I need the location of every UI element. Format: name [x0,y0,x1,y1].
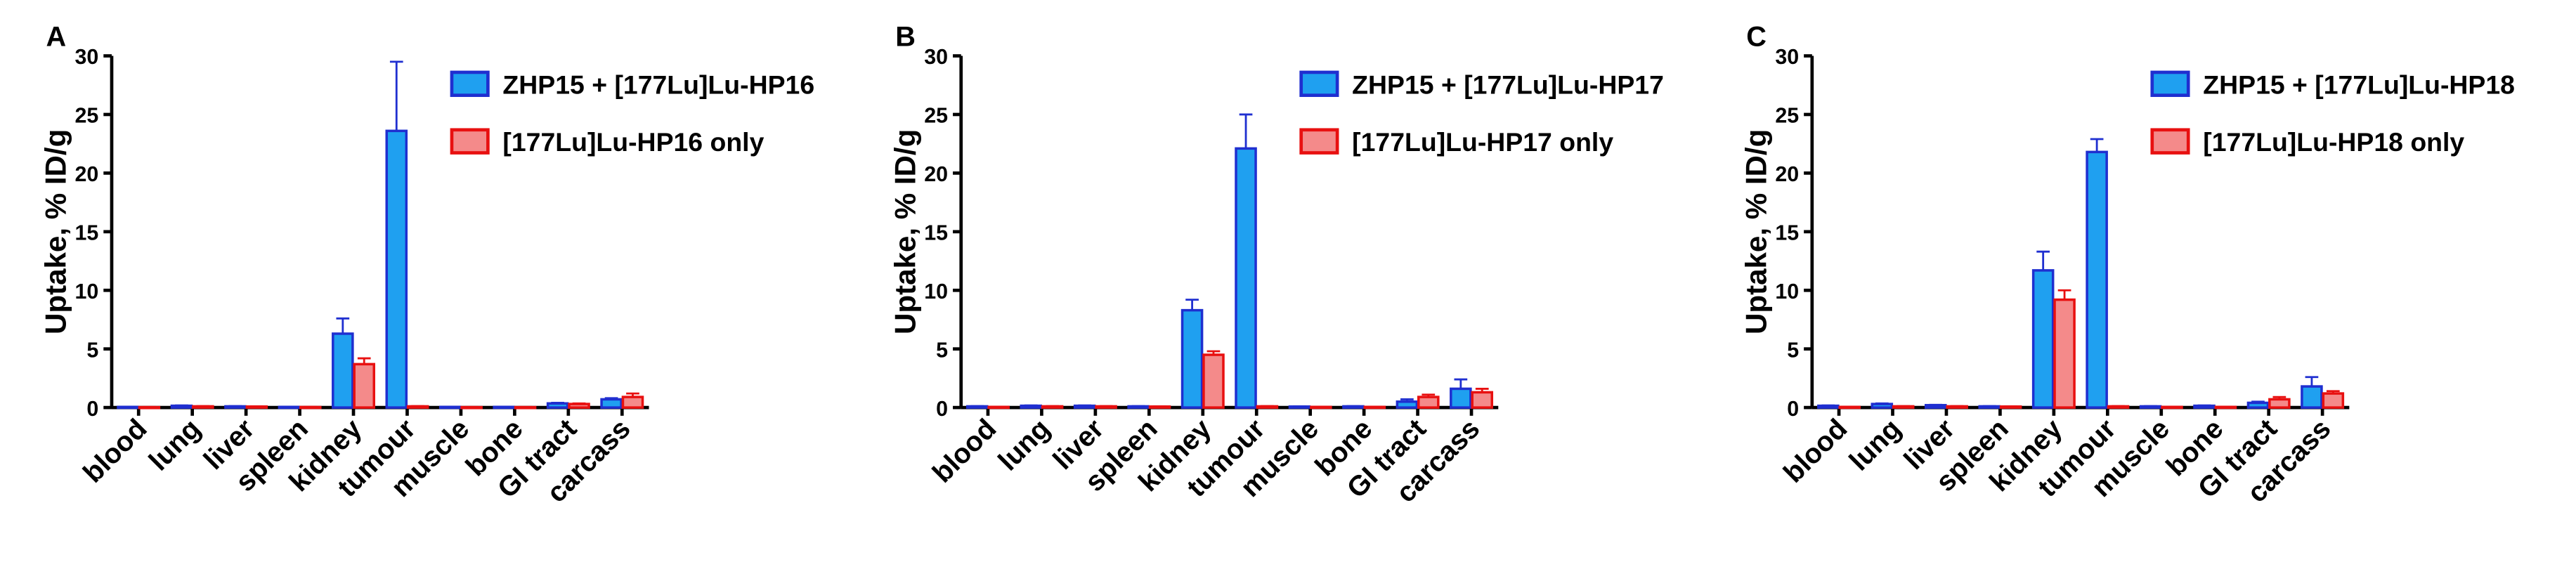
legend-label: [177Lu]Lu-HP16 only [502,127,764,157]
bar [1235,147,1257,409]
legend-swatch [450,70,490,98]
error-bar [1475,388,1489,393]
y-tick-label: 10 [74,280,98,303]
error-bar [2305,376,2319,387]
y-tick-label: 5 [936,338,948,362]
y-tick-label: 0 [86,397,98,421]
error-bar [2057,289,2071,300]
error-bar [2272,396,2286,400]
y-tick-label: 30 [74,45,98,69]
y-tick-label: 20 [1775,162,1799,186]
error-bar [1875,402,1889,405]
error-bar [1454,378,1468,389]
bar [1871,403,1894,409]
x-tick-label: blood [77,413,153,489]
legend-label: [177Lu]Lu-HP18 only [2203,127,2464,157]
error-bar [2090,138,2104,152]
y-axis-label: Uptake, % ID/g [888,129,921,334]
legend-label: [177Lu]Lu-HP17 only [1352,127,1613,157]
x-tick-label: blood [1778,413,1854,489]
y-tick-label: 25 [74,104,98,128]
bar [2301,385,2323,409]
y-tick-label: 10 [1775,280,1799,303]
bar [546,402,569,409]
y-tick-label: 15 [74,221,98,245]
error-bar [1206,350,1221,355]
panel-label: A [46,21,66,52]
error-bar [1239,113,1253,149]
y-tick-label: 10 [924,280,948,303]
error-bar [389,60,403,131]
error-bar [175,404,188,407]
y-tick-label: 30 [924,45,948,69]
legend-label: ZHP15 + [177Lu]Lu-HP17 [1352,70,1664,99]
y-axis-label: Uptake, % ID/g [1739,129,1772,334]
legend-swatch [2150,70,2190,98]
x-tick-label: blood [927,413,1003,489]
legend-label: ZHP15 + [177Lu]Lu-HP18 [2203,70,2515,99]
y-tick-label: 30 [1775,45,1799,69]
y-tick-label: 25 [924,104,948,128]
error-bar [1024,404,1038,407]
bar [2246,401,2270,409]
panel-label: B [895,21,916,52]
error-bar [2197,404,2211,407]
error-bar [357,357,371,365]
error-bar [626,392,639,398]
error-bar [1821,404,1835,407]
y-tick-label: 25 [1775,104,1799,128]
error-bar [1185,299,1199,311]
error-bar [1422,393,1436,398]
error-bar [2036,250,2050,270]
y-tick-label: 15 [1775,221,1799,245]
bar [2268,398,2291,409]
y-tick-label: 20 [924,162,948,186]
error-bar [336,317,350,334]
bar [568,403,590,409]
legend-swatch [450,128,490,155]
bar [600,398,623,409]
bar [1450,387,1472,409]
bar [1417,396,1440,409]
error-bar [1400,398,1414,402]
y-tick-label: 5 [1787,338,1799,362]
y-tick-label: 0 [1787,397,1799,421]
error-bar [1078,404,1092,407]
y-tick-label: 20 [74,162,98,186]
bar [332,332,354,409]
bar [1396,400,1419,409]
bar [353,362,376,409]
bar [1202,353,1225,409]
bar [621,396,644,409]
error-bar [572,402,586,405]
legend-swatch [1299,128,1339,155]
error-bar [604,397,618,400]
x-tick-label: lung [992,413,1055,476]
y-tick-label: 15 [924,221,948,245]
legend-label: ZHP15 + [177Lu]Lu-HP16 [502,70,814,99]
bar [2086,150,2108,409]
x-tick-label: lung [1843,413,1906,476]
y-axis-label: Uptake, % ID/g [39,129,72,334]
y-tick-label: 5 [86,338,98,362]
error-bar [2326,390,2340,394]
bar [385,129,408,409]
y-tick-label: 0 [936,397,948,421]
legend-swatch [2150,128,2190,155]
bar [1180,308,1204,409]
bar [2053,298,2076,409]
panel-label: C [1746,21,1767,52]
bar [2322,392,2345,409]
error-bar [2251,400,2265,403]
bar [2031,269,2055,409]
legend-swatch [1299,70,1339,98]
x-tick-label: lung [143,413,207,476]
bar [1471,391,1494,409]
